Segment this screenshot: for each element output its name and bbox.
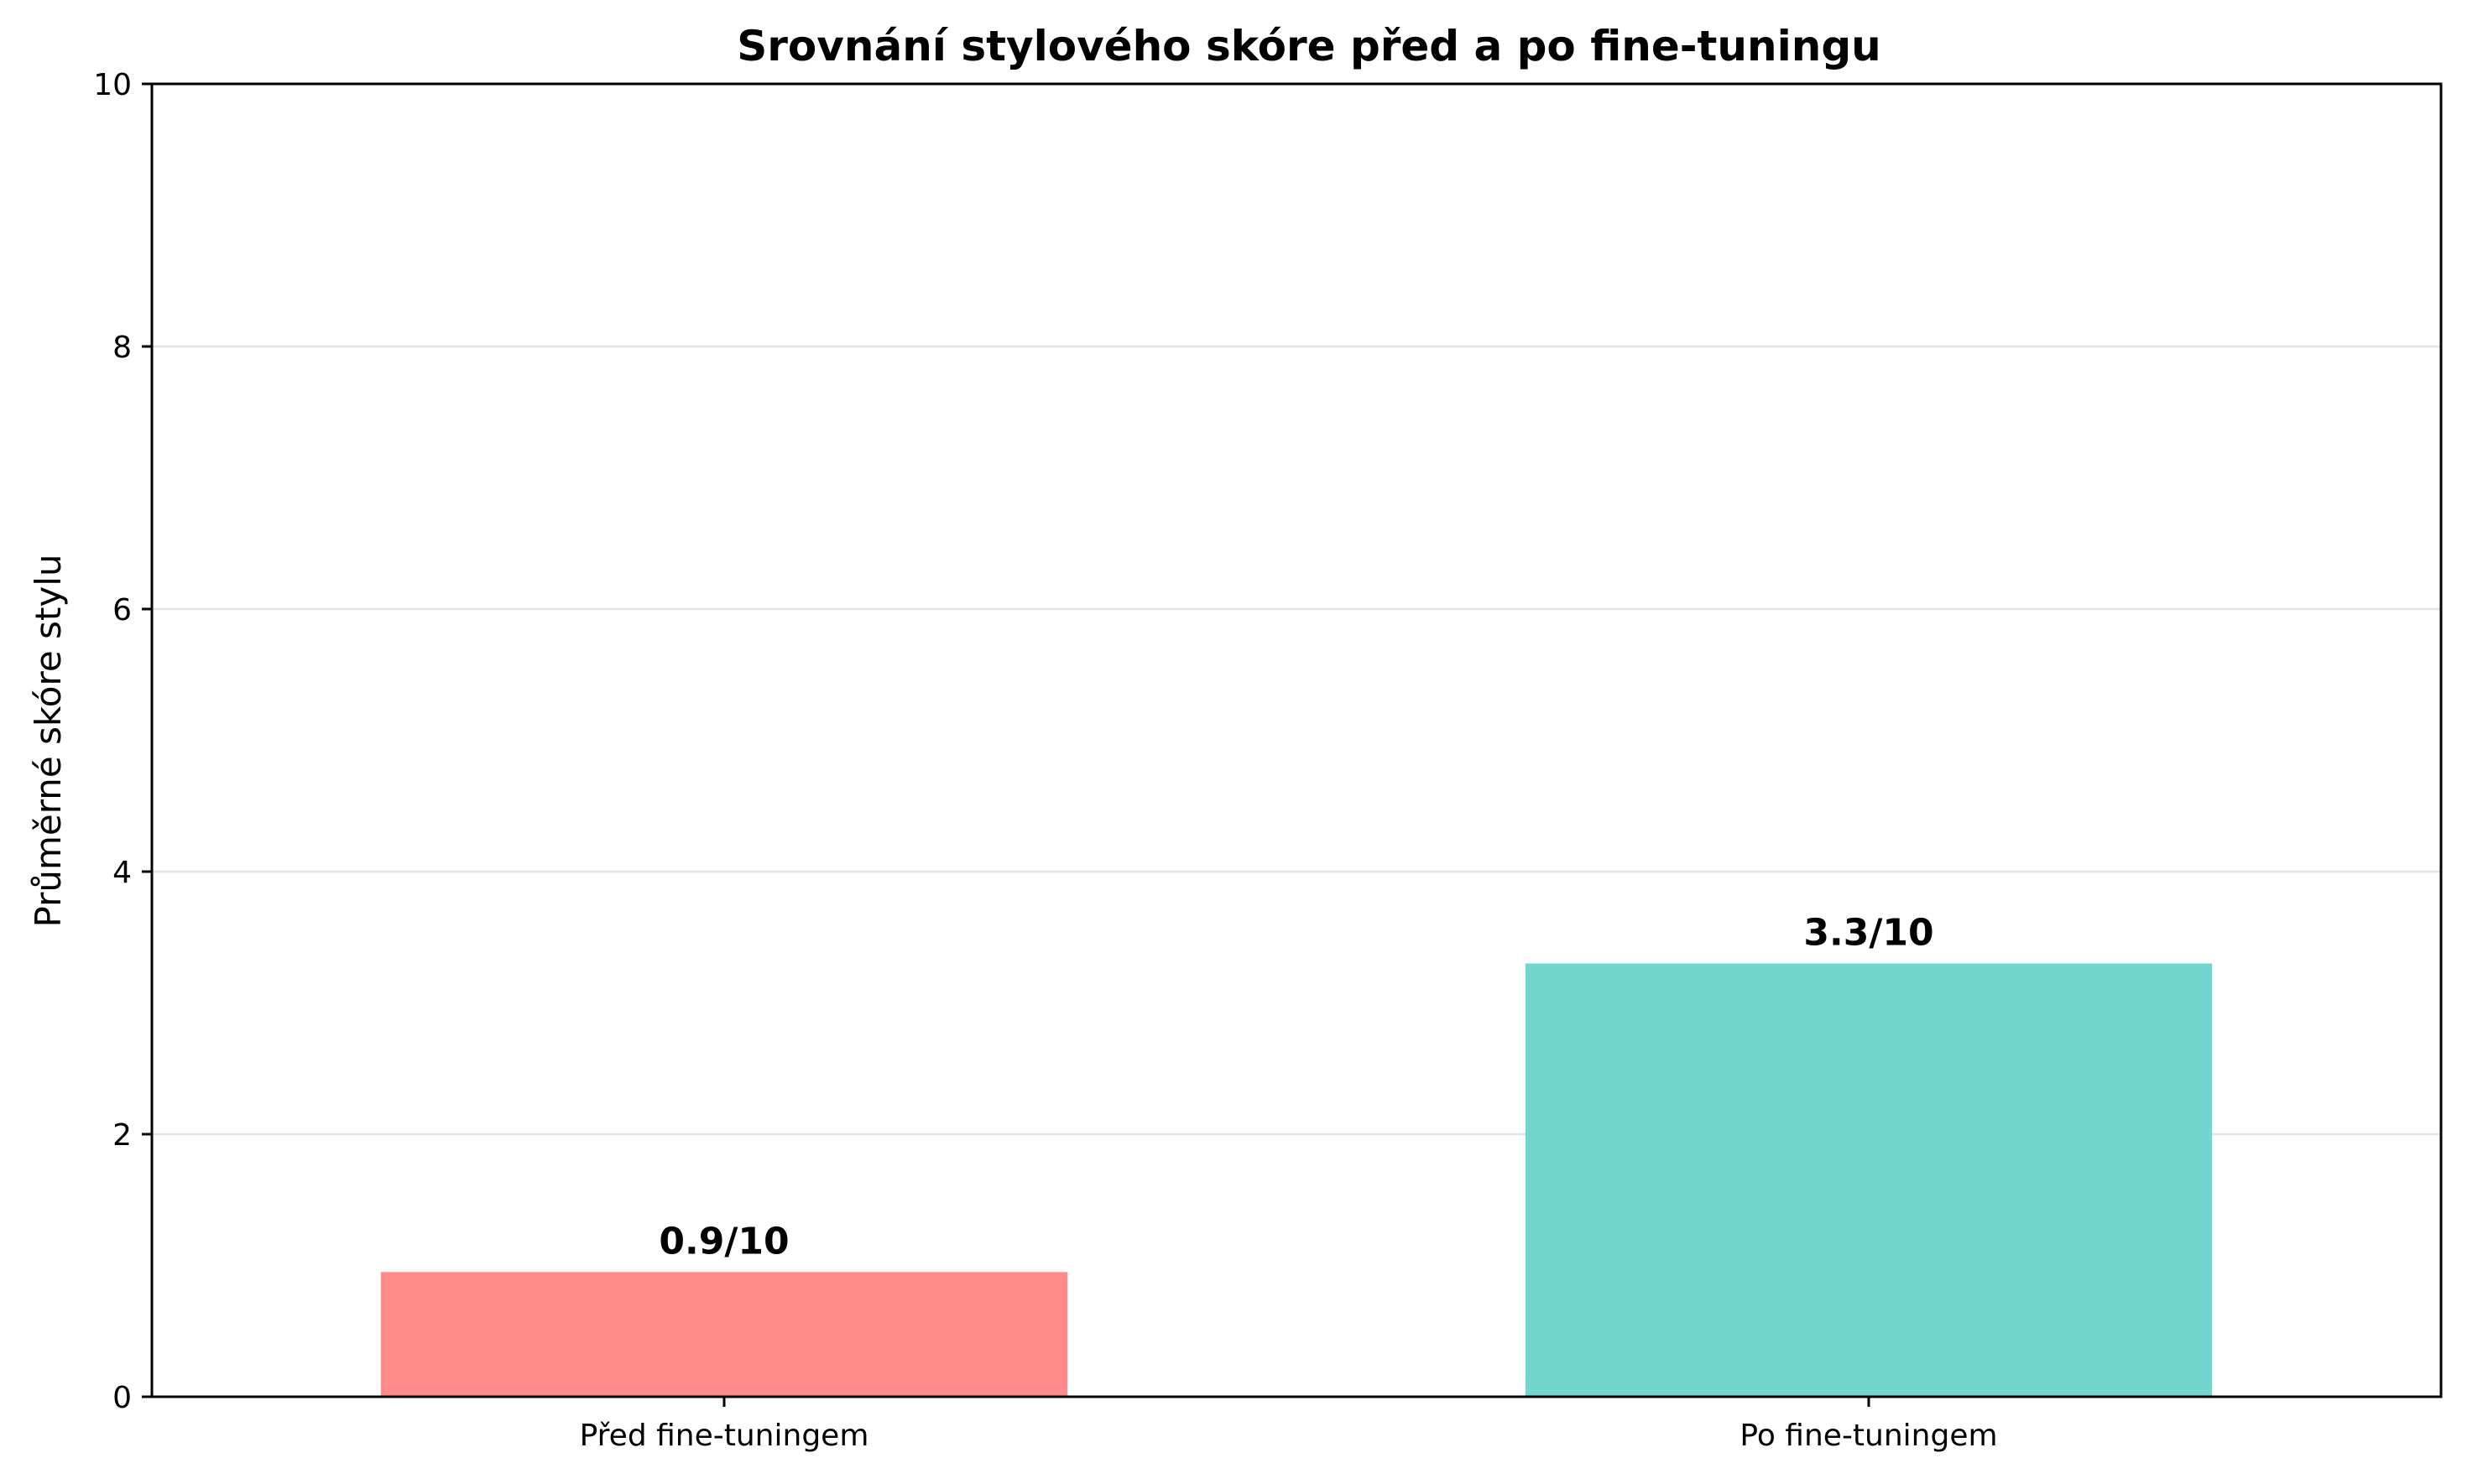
y-axis-ticks: 0 2 4 6 8 10 (93, 68, 152, 1415)
bar-value-label: 3.3/10 (1803, 912, 1933, 955)
x-tick-label: Po fine-tuningem (1740, 1419, 1997, 1453)
y-tick-label: 4 (112, 856, 132, 890)
bar-1 (380, 1272, 1068, 1397)
bar-2 (1525, 963, 2213, 1397)
chart-title: Srovnání stylového skóre před a po fine-… (737, 22, 1880, 70)
y-tick-label: 0 (112, 1381, 132, 1415)
y-tick-label: 10 (93, 68, 132, 102)
y-tick-label: 6 (112, 593, 132, 627)
data-labels: 0.9/10 3.3/10 (659, 912, 1933, 1263)
x-axis-ticks: Před fine-tuningem Po fine-tuningem (580, 1397, 1998, 1453)
x-tick-label: Před fine-tuningem (580, 1419, 869, 1453)
bar-value-label: 0.9/10 (659, 1220, 789, 1263)
bars (380, 963, 2213, 1397)
plot-frame (150, 82, 2443, 1398)
y-axis-label: Průměrné skóre stylu (28, 555, 69, 928)
y-tick-label: 2 (112, 1118, 132, 1153)
y-tick-label: 8 (112, 331, 132, 365)
